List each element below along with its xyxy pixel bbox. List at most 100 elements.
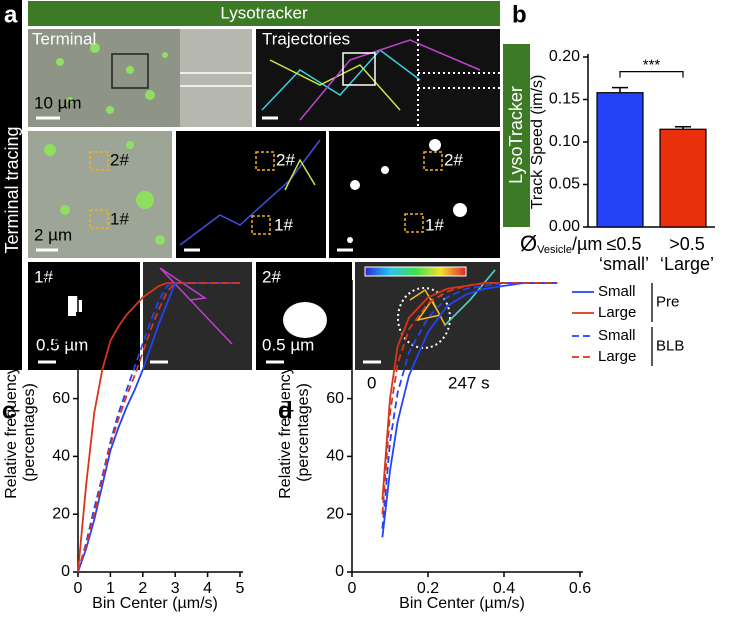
x-tick-label: 5 xyxy=(236,580,245,597)
legend-label: Small xyxy=(598,327,636,344)
x-axis-label: ØVesicle/µm xyxy=(520,231,602,256)
tracks xyxy=(261,39,481,121)
image xyxy=(143,262,252,370)
y-tick-label: 60 xyxy=(52,390,70,407)
roi-ellipse xyxy=(397,287,451,349)
y-tick-label: 0.10 xyxy=(549,133,580,150)
image-region xyxy=(180,29,252,127)
image xyxy=(256,29,500,127)
x-tick-label: 1 xyxy=(106,580,115,597)
legend-group: BLB xyxy=(656,337,684,354)
y-axis-label: (percentages) xyxy=(21,383,38,482)
line xyxy=(381,282,558,529)
y-tick-label: 0.20 xyxy=(549,48,580,65)
blobs xyxy=(44,141,165,245)
track xyxy=(444,269,496,326)
roi-label: 2# xyxy=(276,150,295,169)
blobs xyxy=(347,139,467,243)
y-axis-label: Relative frequency xyxy=(3,366,20,499)
legend-group: Pre xyxy=(656,293,679,310)
side-box-label: LysoTracker xyxy=(506,86,526,184)
x-label-main: Ø xyxy=(520,231,537,256)
y-tick-label: 20 xyxy=(326,505,344,522)
time-label: 0 xyxy=(367,373,376,392)
x-tick-label: 0.4 xyxy=(493,580,515,597)
roi-label: 1# xyxy=(110,209,129,228)
y-tick-label: 0.00 xyxy=(549,218,580,235)
legend-label: Small xyxy=(598,283,636,300)
panel-label: d xyxy=(278,397,293,424)
image-label: Terminal xyxy=(32,29,96,48)
x-tick-label: 0.2 xyxy=(417,580,439,597)
roi-label: 2# xyxy=(262,267,281,286)
y-tick-label: 80 xyxy=(52,332,70,349)
y-axis-label: Relative frequency xyxy=(277,366,294,499)
track xyxy=(284,158,316,191)
roi-box xyxy=(251,215,271,235)
roi-box xyxy=(423,151,443,171)
x-tick-label: 4 xyxy=(203,580,212,597)
y-tick-label: 40 xyxy=(326,448,344,465)
roi-box xyxy=(89,151,109,171)
roi-box xyxy=(111,53,149,89)
scale-label: 0.5 µm xyxy=(262,335,314,354)
roi-box xyxy=(404,213,424,233)
y-tick-label: 0.15 xyxy=(549,91,580,108)
x-tick-label: 0.6 xyxy=(569,580,591,597)
panel-label: c xyxy=(2,397,15,424)
panel-label: a xyxy=(4,1,18,28)
x-tick-note: ‘small’ xyxy=(599,254,649,274)
y-tick-label: 60 xyxy=(326,390,344,407)
line xyxy=(381,282,558,515)
blob xyxy=(283,302,327,338)
roi-label: 1# xyxy=(425,215,444,234)
line xyxy=(77,282,240,573)
x-tick-label: 0 xyxy=(348,580,357,597)
edge xyxy=(417,29,500,127)
image-label: Trajectories xyxy=(262,29,350,48)
side-box xyxy=(503,44,530,227)
x-tick-label: 2 xyxy=(138,580,147,597)
roi-label: 1# xyxy=(34,267,53,286)
colorbar xyxy=(364,266,467,277)
legend-label: Large xyxy=(598,348,636,365)
error-bar xyxy=(675,125,691,130)
image xyxy=(28,262,140,370)
line xyxy=(77,282,240,573)
side-strip xyxy=(0,0,22,370)
x-tick-note: ‘Large’ xyxy=(660,254,714,274)
roi-box xyxy=(342,52,376,86)
image xyxy=(176,131,326,258)
y-tick-label: 100 xyxy=(43,274,70,291)
image xyxy=(355,262,500,370)
roi-label: 2# xyxy=(444,150,463,169)
y-tick-label: 100 xyxy=(317,274,344,291)
x-axis-label: Bin Center (µm/s) xyxy=(92,595,218,612)
roi-label: 2# xyxy=(110,150,129,169)
track xyxy=(159,267,233,345)
y-axis-label: Track Speed (im/s) xyxy=(529,75,546,210)
y-axis-label: (percentages) xyxy=(295,383,312,482)
image xyxy=(329,131,500,258)
header: Lysotracker xyxy=(220,3,308,22)
x-tick-label: 0 xyxy=(74,580,83,597)
significance: *** xyxy=(643,57,661,74)
track xyxy=(179,139,321,246)
x-tick-label: >0.5 xyxy=(669,234,705,254)
y-tick-label: 0.05 xyxy=(549,176,580,193)
y-tick-label: 80 xyxy=(326,332,344,349)
y-tick-label: 0 xyxy=(335,563,344,580)
header-bar xyxy=(28,1,500,26)
scale-label: 2 µm xyxy=(34,225,72,244)
bar xyxy=(659,128,707,228)
panel-label: b xyxy=(512,1,527,28)
significance-bracket xyxy=(619,71,684,78)
blobs xyxy=(56,43,168,114)
roi-box xyxy=(255,151,275,171)
y-tick-label: 0 xyxy=(61,563,70,580)
side-label: Terminal tracing xyxy=(2,126,22,253)
x-label-unit: /µm xyxy=(572,234,602,254)
roi-label: 1# xyxy=(274,215,293,234)
time-label: 247 s xyxy=(448,373,490,392)
